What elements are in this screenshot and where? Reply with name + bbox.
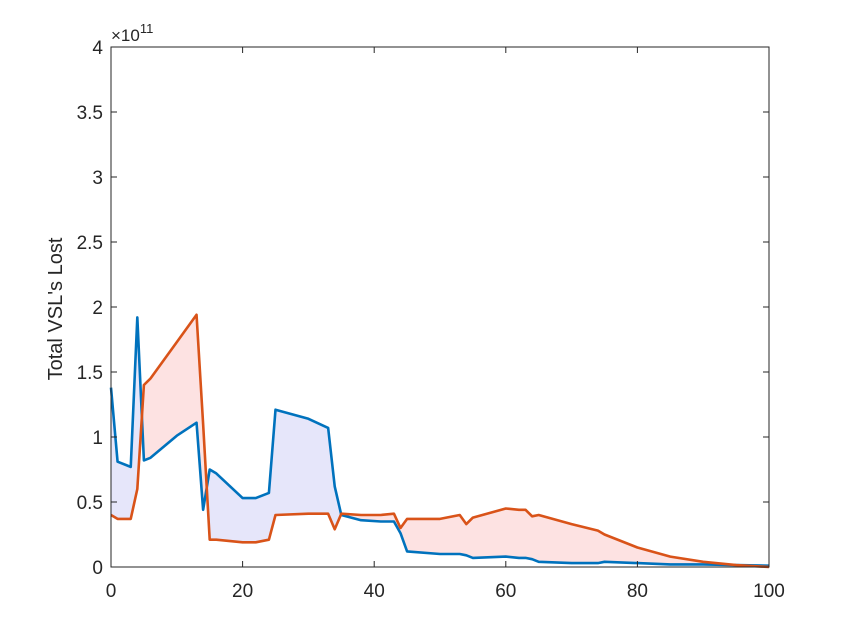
y-tick-label: 1: [92, 428, 103, 449]
fill-region-3: [341, 508, 737, 566]
x-axis: 0 20 40 60 80 100: [106, 47, 785, 602]
x-tick-label: 20: [232, 581, 253, 602]
y-tick-label: 4: [92, 38, 103, 59]
x-tick-label: 40: [364, 581, 385, 602]
y-tick-label: 3.5: [77, 103, 103, 124]
x-tick-label: 100: [753, 581, 785, 602]
fill-regions: [111, 314, 769, 567]
y-tick-label: 0.5: [77, 493, 103, 514]
y-axis-exponent: ×1011: [111, 21, 153, 45]
series-line-2: [110, 313, 770, 569]
y-axis-label: Total VSL's Lost: [45, 237, 67, 380]
fill-region-1: [141, 314, 207, 510]
y-axis-exponent-base: ×10: [111, 26, 140, 45]
x-tick-label: 0: [106, 581, 117, 602]
series-line-1: [109, 316, 770, 567]
y-tick-label: 1.5: [77, 363, 103, 384]
series-lines: [109, 313, 770, 569]
x-tick-label: 80: [627, 581, 648, 602]
fill-region-0: [111, 317, 142, 519]
y-tick-label: 0: [92, 558, 103, 579]
y-tick-label: 2.5: [77, 233, 103, 254]
y-tick-label: 2: [92, 298, 103, 319]
x-tick-label: 60: [495, 581, 516, 602]
y-axis: 0 0.5 1 1.5 2 2.5 3 3.5 4: [77, 38, 769, 579]
y-axis-exponent-power: 11: [140, 21, 154, 36]
fill-region-2: [206, 409, 342, 543]
y-tick-label: 3: [92, 168, 103, 189]
